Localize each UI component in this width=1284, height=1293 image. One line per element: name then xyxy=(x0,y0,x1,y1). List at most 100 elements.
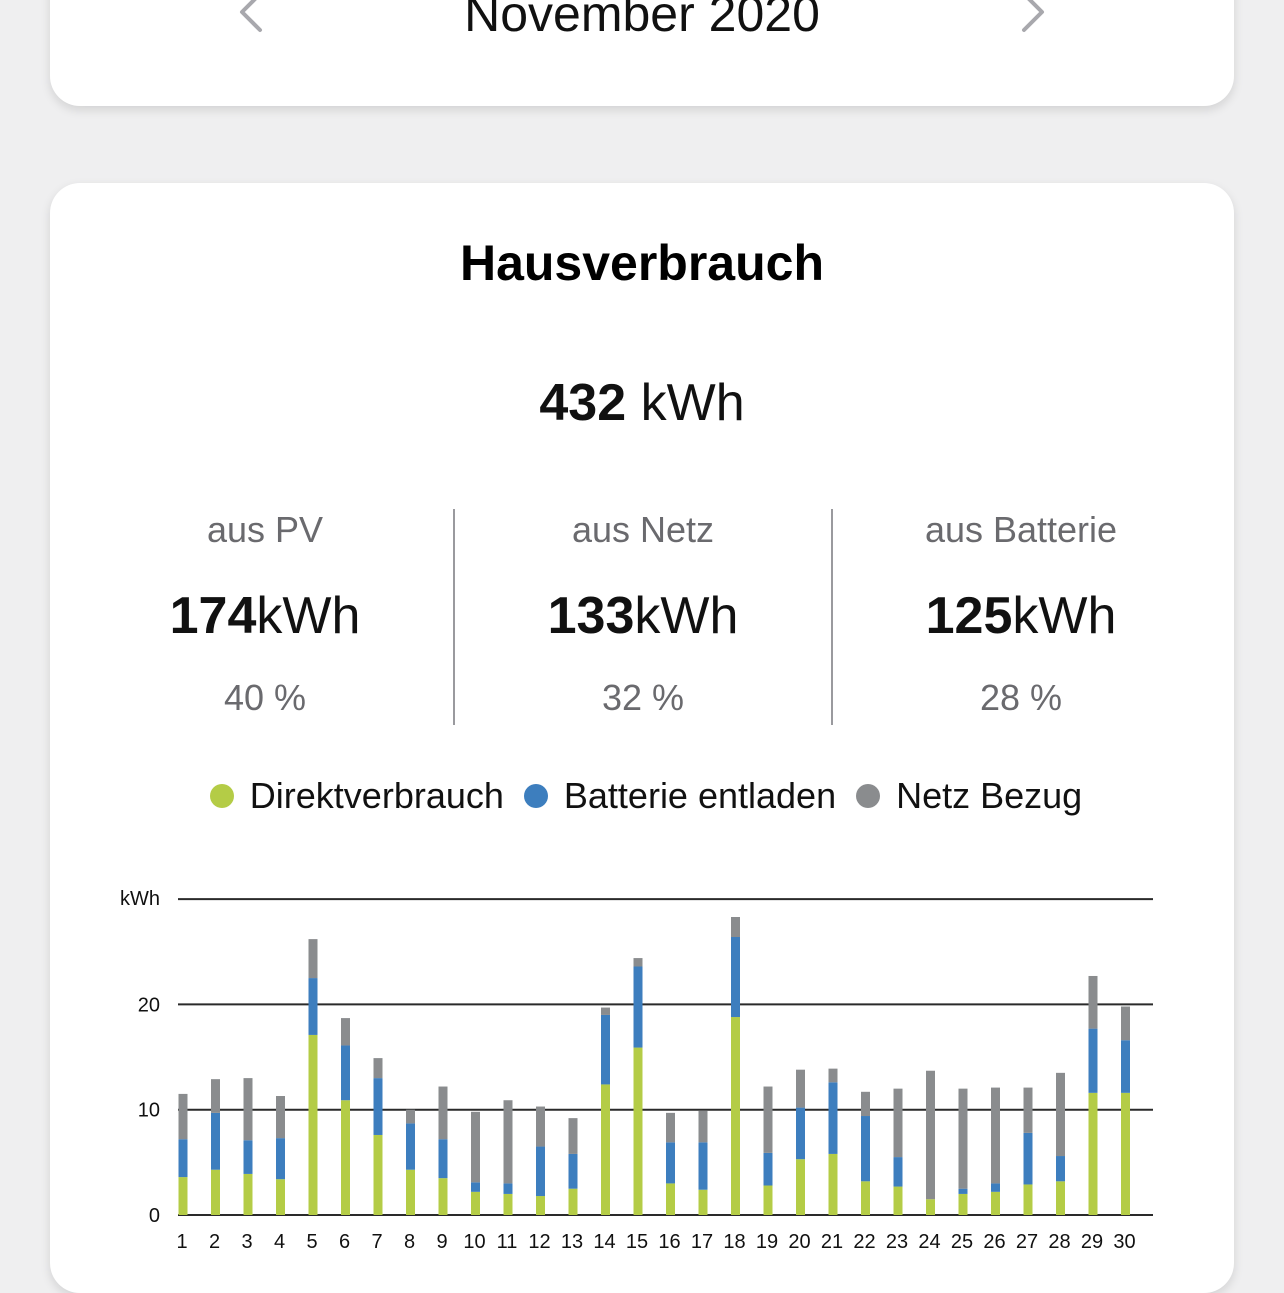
breakdown-value: 133 xyxy=(547,587,635,645)
month-selector-card: November 2020 xyxy=(50,0,1234,106)
bar-segment xyxy=(991,1087,1000,1184)
bar-segment xyxy=(861,1116,870,1182)
bar-segment xyxy=(1121,1006,1130,1041)
bar-segment xyxy=(536,1106,545,1147)
x-tick-label: 25 xyxy=(951,1231,973,1253)
bar-segment xyxy=(828,1153,838,1215)
bar-segment xyxy=(958,1088,968,1189)
bar-segment xyxy=(666,1112,675,1143)
chart-legend: Direktverbrauch Batterie entladen Netz B… xyxy=(50,775,1234,817)
bar-segment xyxy=(503,1100,513,1184)
bar-segment xyxy=(1056,1156,1065,1182)
x-tick-label: 28 xyxy=(1048,1231,1070,1253)
bar-segment xyxy=(211,1079,220,1113)
x-tick-label: 8 xyxy=(404,1231,415,1253)
x-tick-label: 15 xyxy=(626,1231,648,1253)
bar-segment xyxy=(991,1191,1000,1215)
legend-label: Netz Bezug xyxy=(896,775,1083,816)
bar-segment xyxy=(243,1140,253,1174)
bar-segment xyxy=(698,1142,708,1190)
bar-segment xyxy=(763,1152,773,1186)
bar-segment xyxy=(276,1179,285,1215)
bar-segment xyxy=(373,1058,383,1079)
breakdown-unit: kWh xyxy=(634,587,739,645)
bar-segment xyxy=(503,1193,513,1215)
breakdown-percent: 40 % xyxy=(223,677,307,718)
y-tick-label: 20 xyxy=(138,994,160,1016)
bar-segment xyxy=(568,1118,578,1154)
bar-segment xyxy=(373,1078,383,1135)
x-tick-label: 17 xyxy=(691,1231,713,1253)
bar-segment xyxy=(341,1018,350,1046)
divider xyxy=(453,509,455,725)
total-unit: kWh xyxy=(640,374,745,432)
bar-segment xyxy=(796,1069,805,1108)
x-tick-label: 30 xyxy=(1113,1231,1135,1253)
bar-segment xyxy=(601,1007,610,1015)
bar-segment xyxy=(1023,1087,1033,1133)
legend-item-direkt[interactable]: Direktverbrauch xyxy=(209,775,504,817)
legend-dot xyxy=(856,784,881,808)
bar-segment xyxy=(211,1169,220,1215)
bar-segment xyxy=(601,1014,610,1085)
bar-segment xyxy=(178,1139,188,1178)
x-tick-label: 19 xyxy=(756,1231,778,1253)
divider xyxy=(831,509,833,725)
month-label: November 2020 xyxy=(464,0,820,42)
bar-segment xyxy=(178,1093,188,1140)
bar-segment xyxy=(308,1034,318,1215)
bar-segment xyxy=(1023,1132,1033,1185)
bar-segment xyxy=(958,1193,968,1215)
x-tick-label: 27 xyxy=(1016,1231,1038,1253)
bar-segment xyxy=(633,1047,643,1215)
chevron-right-icon[interactable] xyxy=(1003,0,1063,42)
x-tick-label: 9 xyxy=(436,1231,447,1253)
legend-item-netz[interactable]: Netz Bezug xyxy=(856,775,1082,817)
x-tick-label: 23 xyxy=(886,1231,908,1253)
bar-segment xyxy=(991,1183,1000,1192)
breakdown-unit: kWh xyxy=(256,587,361,645)
bar-segment xyxy=(438,1086,448,1140)
bar-segment xyxy=(341,1100,350,1215)
bar-segment xyxy=(666,1183,675,1215)
bar-segment xyxy=(1023,1184,1033,1215)
bar-segment xyxy=(406,1109,415,1124)
legend-dot xyxy=(209,784,234,808)
bar-segment xyxy=(568,1153,578,1189)
legend-item-batterie[interactable]: Batterie entladen xyxy=(523,775,836,817)
x-tick-label: 24 xyxy=(918,1231,940,1253)
bar-segment xyxy=(1121,1092,1130,1215)
bar-segment xyxy=(796,1107,805,1160)
bar-segment xyxy=(893,1157,903,1187)
bar-segment xyxy=(308,978,318,1035)
bar-segment xyxy=(731,1017,740,1215)
legend-label: Direktverbrauch xyxy=(249,775,504,816)
bar-segment xyxy=(861,1181,870,1215)
bar-segment xyxy=(178,1177,188,1215)
breakdown-batterie: aus Batterie 125kWh 28 % xyxy=(832,508,1210,720)
bar-segment xyxy=(373,1134,383,1215)
bar-segment xyxy=(471,1111,480,1183)
chevron-left-icon[interactable] xyxy=(221,0,281,42)
bar-segment xyxy=(406,1169,415,1215)
x-tick-label: 1 xyxy=(176,1231,187,1253)
bar-segment xyxy=(763,1086,773,1153)
bar-segment xyxy=(926,1199,935,1215)
breakdown-netz: aus Netz 133kWh 32 % xyxy=(454,508,832,720)
bar-segment xyxy=(828,1068,838,1083)
breakdown-label: aus Batterie xyxy=(924,509,1118,550)
bar-segment xyxy=(1088,975,1098,1029)
x-tick-label: 7 xyxy=(371,1231,382,1253)
bar-segment xyxy=(276,1138,285,1180)
x-tick-label: 20 xyxy=(788,1231,810,1253)
bar-segment xyxy=(893,1088,903,1158)
bar-segment xyxy=(666,1142,675,1184)
total-value: 432 xyxy=(539,374,627,432)
x-tick-label: 2 xyxy=(209,1231,220,1253)
x-tick-label: 4 xyxy=(274,1231,285,1253)
breakdown-unit: kWh xyxy=(1012,587,1117,645)
bar-segment xyxy=(861,1091,870,1117)
bar-segment xyxy=(243,1173,253,1215)
bar-segment xyxy=(438,1178,448,1215)
